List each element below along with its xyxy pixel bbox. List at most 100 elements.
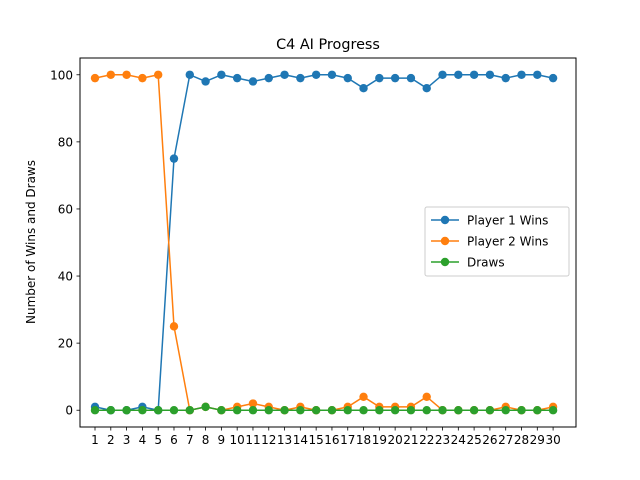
series-1-point	[359, 83, 368, 93]
series-1-point	[548, 73, 558, 83]
x-tick-label: 10	[230, 433, 245, 447]
x-tick-label: 17	[340, 433, 355, 447]
legend-marker-1	[440, 215, 450, 225]
legend-label-2: Player 2 Wins	[467, 235, 548, 249]
x-tick-label: 15	[309, 433, 324, 447]
series-2-point	[90, 73, 100, 83]
series-1-point	[343, 73, 352, 83]
series-3-point	[153, 406, 163, 415]
axes-frame	[79, 57, 577, 428]
plot-area: 1 2 3 4 5 6 7 8 9 10 11 12 13 14 15 16 17 18 19 20 21 22 23 24 2…	[50, 68, 561, 447]
series-1-point	[390, 73, 400, 83]
series-3-point	[201, 402, 210, 412]
series-3-point	[185, 406, 194, 415]
series-3-point	[438, 406, 447, 415]
series-3-point	[501, 406, 510, 415]
y-tick-label: 0	[65, 404, 73, 418]
series-2-point	[359, 392, 368, 402]
x-tick-label: 28	[514, 433, 529, 447]
x-tick-label: 16	[324, 433, 339, 447]
series-3-point	[327, 406, 337, 415]
series-3-point	[406, 406, 416, 415]
x-tick-label: 24	[451, 433, 466, 447]
series-2-point	[248, 399, 258, 408]
series-1-point	[422, 83, 431, 93]
series-3-point	[469, 406, 479, 415]
x-tick-label: 25	[466, 433, 481, 447]
series-2-point	[138, 73, 147, 83]
series-1-point	[375, 73, 384, 83]
series-3-point	[138, 406, 147, 415]
chart-title: C4 AI Progress	[276, 37, 380, 53]
series-1-point	[217, 70, 226, 79]
series-1-point	[185, 70, 194, 79]
series-3-point	[454, 406, 463, 415]
series-2-point	[153, 70, 163, 79]
y-tick-label: 60	[58, 202, 73, 216]
series-3-point	[517, 406, 526, 415]
x-tick-label: 3	[123, 433, 131, 447]
series-3-point	[106, 406, 116, 415]
y-tick-label: 80	[58, 135, 73, 149]
x-tick-label: 6	[170, 433, 178, 447]
legend-marker-2	[440, 236, 450, 246]
series-1-point	[248, 77, 258, 86]
x-tick-label: 21	[403, 433, 418, 447]
series-1-point	[232, 73, 242, 83]
series-3-point	[343, 406, 352, 415]
y-axis-label: Number of Wins and Draws	[24, 160, 38, 324]
series-3-point	[485, 406, 495, 415]
series-1-point	[438, 70, 447, 79]
series-1-point	[169, 154, 179, 163]
legend-box	[424, 206, 570, 277]
legend-label-1: Player 1 Wins	[467, 214, 548, 228]
y-tick-label: 20	[58, 337, 73, 351]
series-3-point	[122, 406, 131, 415]
x-tick-label: 20	[387, 433, 402, 447]
series-1-point	[327, 70, 337, 79]
x-tick-label: 5	[154, 433, 162, 447]
x-tick-label: 22	[419, 433, 434, 447]
legend-label-3: Draws	[467, 256, 505, 270]
x-tick-label: 26	[482, 433, 497, 447]
series-3-point	[548, 406, 558, 415]
x-tick-label: 14	[293, 433, 308, 447]
x-tick-label: 19	[372, 433, 387, 447]
series-3-point	[533, 406, 542, 415]
y-tick-label: 100	[50, 68, 73, 82]
series-3-point	[422, 406, 431, 415]
series-3-point	[359, 406, 368, 415]
x-tick-label: 23	[435, 433, 450, 447]
series-1-point	[311, 70, 321, 79]
series-3-point	[90, 406, 100, 415]
y-tick-label: 40	[58, 270, 73, 284]
x-tick-label: 12	[261, 433, 276, 447]
series-1-point	[454, 70, 463, 79]
x-tick-label: 11	[245, 433, 260, 447]
series-1-point	[280, 70, 289, 79]
x-tick-label: 7	[186, 433, 194, 447]
legend-marker-3	[440, 257, 450, 267]
x-tick-label: 8	[202, 433, 210, 447]
series-2-point	[106, 70, 116, 79]
series-3-point	[264, 406, 273, 415]
x-tick-label: 1	[91, 433, 99, 447]
series-1-point	[469, 70, 479, 79]
x-tick-label: 9	[218, 433, 226, 447]
series-1-point	[296, 73, 305, 83]
series-3-point	[311, 406, 321, 415]
series-3-point	[375, 406, 384, 415]
series-3-point	[217, 406, 226, 415]
series-1-point	[264, 73, 273, 83]
x-tick-label: 29	[530, 433, 545, 447]
x-tick-label: 13	[277, 433, 292, 447]
series-3-point	[169, 406, 179, 415]
x-tick-label: 4	[139, 433, 147, 447]
series-1-point	[485, 70, 495, 79]
series-3-point	[232, 406, 242, 415]
series-1-point	[406, 73, 416, 83]
series-1-point	[201, 77, 210, 86]
x-tick-label: 2	[107, 433, 115, 447]
series-2-point	[122, 70, 131, 79]
